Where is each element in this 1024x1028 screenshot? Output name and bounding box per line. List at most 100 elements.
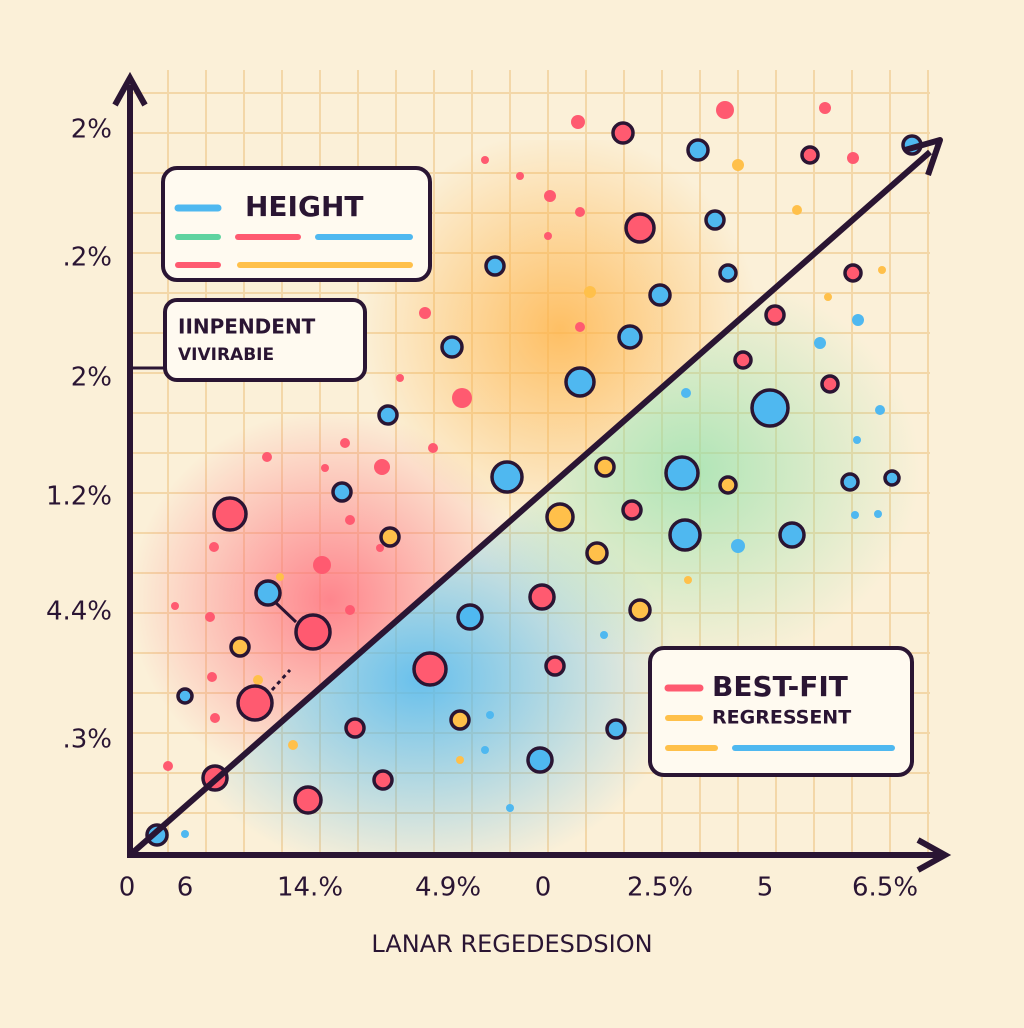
x-tick-label: 4.9% <box>415 873 481 903</box>
dot <box>853 436 861 444</box>
dot <box>843 263 863 283</box>
dot <box>874 510 882 518</box>
dot <box>600 631 608 639</box>
dot <box>396 374 404 382</box>
dot <box>490 460 524 494</box>
dot <box>506 804 514 812</box>
dot <box>456 756 464 764</box>
dot <box>594 456 616 478</box>
y-tick-label: 4.4% <box>46 597 112 627</box>
dot <box>883 469 901 487</box>
dot <box>575 207 585 217</box>
dot <box>372 769 394 791</box>
dot <box>704 209 726 231</box>
dot <box>664 455 700 491</box>
dot <box>611 121 635 145</box>
dot <box>820 374 840 394</box>
x-tick-label: 14.% <box>277 873 343 903</box>
dot <box>716 101 734 119</box>
dot <box>276 573 284 581</box>
legend-text: BEST-FIT <box>712 670 848 703</box>
dot <box>293 785 323 815</box>
legend-top: HEIGHT <box>161 166 432 282</box>
dot <box>686 138 710 162</box>
legend-box <box>648 646 914 777</box>
dot <box>440 335 464 359</box>
dot <box>412 651 448 687</box>
dot <box>379 526 401 548</box>
callout-text: VIVIRABIE <box>178 345 274 365</box>
dot <box>456 603 484 631</box>
dot <box>681 388 691 398</box>
dot <box>345 605 355 615</box>
dot <box>207 672 217 682</box>
dot <box>847 152 859 164</box>
dot <box>628 598 652 622</box>
dot <box>544 655 566 677</box>
dot <box>419 307 431 319</box>
dot <box>617 324 643 350</box>
dot <box>564 366 596 398</box>
dot <box>294 613 332 651</box>
dot <box>585 541 609 565</box>
dot <box>205 612 215 622</box>
dot <box>840 472 860 492</box>
regression-line <box>128 149 932 858</box>
callout-text: IINPENDENT <box>178 315 316 339</box>
y-tick-label: .3% <box>62 725 112 755</box>
arrowhead <box>916 837 952 873</box>
dot <box>176 687 194 705</box>
dot <box>376 544 384 552</box>
dot <box>181 830 189 838</box>
dot <box>288 740 298 750</box>
dot <box>486 711 494 719</box>
dot <box>878 266 886 274</box>
dot <box>481 746 489 754</box>
x-tick-label: 6.5% <box>852 873 918 903</box>
x-tick-label: 5 <box>757 873 774 903</box>
legend-text: REGRESSENT <box>712 707 851 729</box>
dot <box>528 583 556 611</box>
x-tick-label: 6 <box>177 873 194 903</box>
dot <box>313 556 331 574</box>
dot <box>452 388 472 408</box>
dot <box>571 115 585 129</box>
dot <box>321 464 329 472</box>
dot <box>481 156 489 164</box>
legend-bottom: BEST-FIT REGRESSENT <box>648 646 914 777</box>
dot <box>163 761 173 771</box>
dot <box>344 717 366 739</box>
dot <box>718 475 738 495</box>
arrowhead <box>904 137 943 176</box>
dot <box>792 205 802 215</box>
y-tick-label: .2% <box>62 243 112 273</box>
x-tick-label: 2.5% <box>627 873 693 903</box>
dot <box>545 502 575 532</box>
dot <box>449 709 471 731</box>
dot <box>171 602 179 610</box>
dot <box>516 172 524 180</box>
dot <box>526 746 554 774</box>
dot <box>484 255 506 277</box>
dot <box>764 304 786 326</box>
dot <box>851 511 859 519</box>
x-tick-label: 0 <box>535 873 552 903</box>
dot <box>428 443 438 453</box>
dot <box>731 539 745 553</box>
dot <box>648 283 672 307</box>
y-tick-label: 2% <box>71 115 112 145</box>
legend-title: HEIGHT <box>245 190 364 223</box>
dot <box>624 212 656 244</box>
dot <box>262 452 272 462</box>
dot <box>819 102 831 114</box>
dot <box>718 263 738 283</box>
y-tick-label: 2% <box>71 363 112 393</box>
dot <box>544 190 556 202</box>
dot <box>852 314 864 326</box>
dot <box>605 718 627 740</box>
dot <box>824 293 832 301</box>
callout-box <box>163 298 367 382</box>
dot <box>210 713 220 723</box>
legend-box <box>161 166 432 282</box>
